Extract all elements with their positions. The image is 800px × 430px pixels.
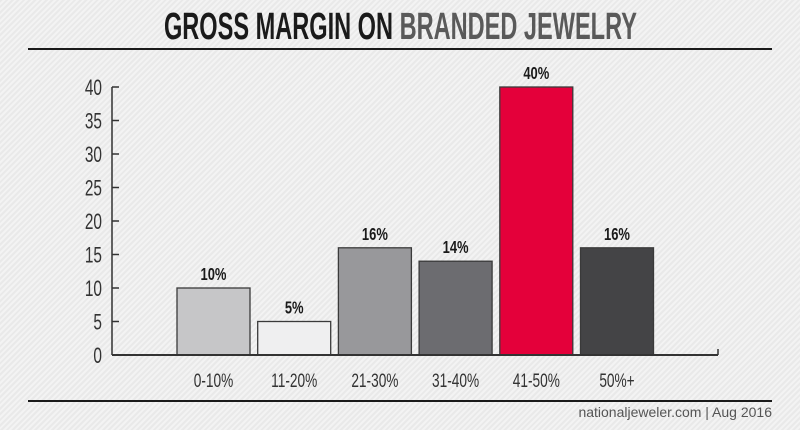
data-label: 10% xyxy=(201,265,227,285)
source-footer: nationaljeweler.com | Aug 2016 xyxy=(578,404,772,420)
y-tick-label: 35 xyxy=(85,110,102,134)
x-category-label: 31-40% xyxy=(432,370,479,392)
chart-title: GROSS MARGIN ON BRANDED JEWELRY xyxy=(0,6,800,49)
y-tick-label: 5 xyxy=(93,311,102,335)
y-tick-label: 10 xyxy=(85,277,102,301)
y-tick-label: 40 xyxy=(85,76,102,100)
bar-21-30% xyxy=(337,247,413,356)
data-label: 5% xyxy=(285,299,304,319)
x-category-label: 11-20% xyxy=(271,370,317,392)
data-label: 40% xyxy=(523,64,549,84)
title-part-2: BRANDED JEWELRY xyxy=(399,6,637,48)
y-tick-label: 30 xyxy=(85,143,102,167)
bar-50%+ xyxy=(579,247,655,356)
bar-41-50% xyxy=(499,86,574,356)
y-tick-label: 15 xyxy=(85,244,102,268)
x-category-label: 50%+ xyxy=(599,370,634,392)
data-label: 14% xyxy=(443,238,469,258)
top-divider xyxy=(28,48,772,50)
bar-31-40% xyxy=(418,260,493,356)
x-category-label: 0-10% xyxy=(194,370,234,392)
bar-11-20% xyxy=(257,320,332,356)
x-category-label: 41-50% xyxy=(513,370,560,392)
title-part-1: GROSS MARGIN ON xyxy=(163,6,393,48)
data-label: 16% xyxy=(362,225,388,245)
bottom-divider xyxy=(28,400,772,402)
y-tick-label: 0 xyxy=(93,344,102,368)
x-category-label: 21-30% xyxy=(351,370,398,392)
y-tick-label: 25 xyxy=(85,177,102,201)
y-tick-label: 20 xyxy=(85,210,102,234)
bar-0-10% xyxy=(176,287,251,356)
data-label: 16% xyxy=(604,225,630,245)
